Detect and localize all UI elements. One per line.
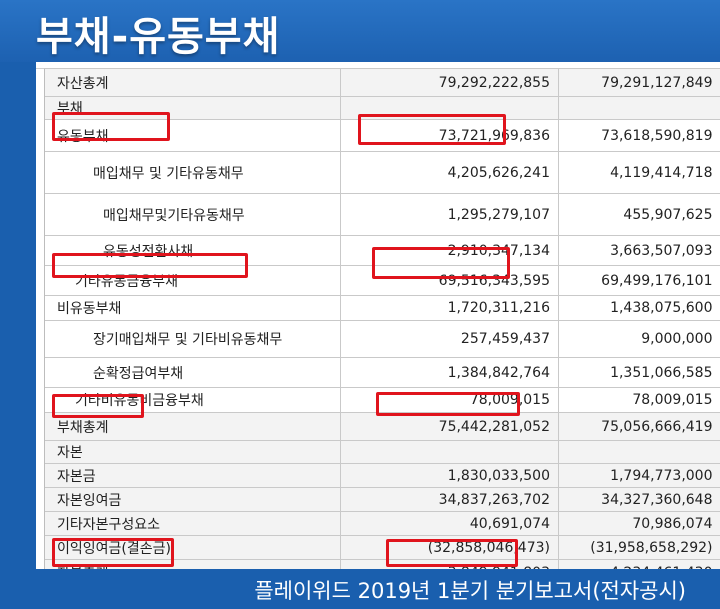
table-row: 이익잉여금(결손금) (32,858,046,473) (31,958,658,29…: [44, 535, 720, 560]
row-label: 기타자본구성요소: [44, 511, 341, 536]
prior-period-value: 34,327,360,648: [558, 487, 720, 512]
prior-period-value: 1,438,075,600: [558, 295, 720, 321]
prior-period-value: 1,794,773,000: [558, 463, 720, 488]
current-period-value: 78,009,015: [340, 387, 559, 413]
current-period-value: 34,837,263,702: [340, 487, 559, 512]
prior-period-value: 4,234,461,430: [558, 559, 720, 569]
table-row: 기타유동금융부채 69,516,343,595 69,499,176,101: [44, 265, 720, 296]
row-label: 순확정급여부채: [44, 357, 341, 388]
prior-period-value: 73,618,590,819: [558, 119, 720, 152]
caption-text: 플레이위드 2019년 1분기 분기보고서(전자공시): [254, 579, 686, 603]
table-row: 자본총계3,849,941,8034,234,461,430: [44, 559, 720, 569]
table-row: 장기매입채무 및 기타비유동채무 257,459,437 9,000,000: [44, 320, 720, 358]
table-row: 자본: [44, 440, 720, 464]
title-banner: 부채-유동부채: [0, 0, 720, 62]
prior-period-value: 3,663,507,093: [558, 235, 720, 266]
current-period-value: 73,721,969,836: [340, 119, 559, 152]
current-period-value: (32,858,046,473): [340, 535, 559, 560]
current-period-value: [340, 96, 559, 120]
table-row: 매입채무및기타유동채무 1,295,279,107 455,907,625: [44, 193, 720, 236]
page-title: 부채-유동부채: [36, 14, 281, 60]
row-label: 유동성전환사채: [44, 235, 341, 266]
row-label: 기타유동금융부채: [44, 265, 341, 296]
prior-period-value: 4,119,414,718: [558, 151, 720, 194]
row-label: 자본금: [44, 463, 341, 488]
prior-period-value: 75,056,666,419: [558, 412, 720, 441]
current-period-value: 1,295,279,107: [340, 193, 559, 236]
current-period-value: 75,442,281,052: [340, 412, 559, 441]
current-period-value: 257,459,437: [340, 320, 559, 358]
current-period-value: 69,516,343,595: [340, 265, 559, 296]
table-row: 유동성전환사채 2,910,347,134 3,663,507,093: [44, 235, 720, 266]
row-label: 자산총계: [44, 68, 341, 97]
row-label: 자본잉여금: [44, 487, 341, 512]
table-row: 매입채무 및 기타유동채무 4,205,626,241 4,119,414,718: [44, 151, 720, 194]
current-period-value: 2,910,347,134: [340, 235, 559, 266]
table-row: 부채: [44, 96, 720, 120]
prior-period-value: [558, 440, 720, 464]
table-row: 부채총계 75,442,281,052 75,056,666,419: [44, 412, 720, 441]
prior-period-value: 455,907,625: [558, 193, 720, 236]
row-label: 이익잉여금(결손금): [44, 535, 341, 560]
prior-period-value: 78,009,015: [558, 387, 720, 413]
row-label: 장기매입채무 및 기타비유동채무: [44, 320, 341, 358]
current-period-value: 79,292,222,855: [340, 68, 559, 97]
prior-period-value: 70,986,074: [558, 511, 720, 536]
current-period-value: 1,830,033,500: [340, 463, 559, 488]
row-label: 비유동부채: [44, 295, 341, 321]
prior-period-value: 79,291,127,849: [558, 68, 720, 97]
row-label: 유동부채: [44, 119, 341, 152]
row-label: 매입채무및기타유동채무: [44, 193, 341, 236]
row-label: 자본: [44, 440, 341, 464]
table-row: 기타자본구성요소 40,691,074 70,986,074: [44, 511, 720, 536]
prior-period-value: (31,958,658,292): [558, 535, 720, 560]
prior-period-value: 9,000,000: [558, 320, 720, 358]
source-caption: 플레이위드 2019년 1분기 분기보고서(전자공시): [0, 569, 720, 609]
balance-sheet-table: 자산총계 79,292,222,855 79,291,127,849 부채 유동부채 73…: [44, 68, 720, 569]
row-label: 부채총계: [44, 412, 341, 441]
table-row: 자본잉여금 34,837,263,702 34,327,360,648: [44, 487, 720, 512]
prior-period-value: 1,351,066,585: [558, 357, 720, 388]
table-row: 자산총계 79,292,222,855 79,291,127,849: [44, 68, 720, 97]
table-row: 순확정급여부채 1,384,842,764 1,351,066,585: [44, 357, 720, 388]
table-row: 기타비유동비금융부채 78,009,015 78,009,015: [44, 387, 720, 413]
current-period-value: 1,384,842,764: [340, 357, 559, 388]
row-label: 기타비유동비금융부채: [44, 387, 341, 413]
row-label: 매입채무 및 기타유동채무: [44, 151, 341, 194]
current-period-value: 40,691,074: [340, 511, 559, 536]
current-period-value: [340, 440, 559, 464]
table-row: 자본금 1,830,033,500 1,794,773,000: [44, 463, 720, 488]
prior-period-value: [558, 96, 720, 120]
table-row: 비유동부채 1,720,311,216 1,438,075,600: [44, 295, 720, 321]
current-period-value: 4,205,626,241: [340, 151, 559, 194]
financial-statement: 자산총계 79,292,222,855 79,291,127,849 부채 유동부채 73…: [36, 62, 720, 569]
current-period-value: 1,720,311,216: [340, 295, 559, 321]
row-label: 자본총계: [44, 559, 341, 569]
table-row: 유동부채 73,721,969,836 73,618,590,819: [44, 119, 720, 152]
prior-period-value: 69,499,176,101: [558, 265, 720, 296]
current-period-value: 3,849,941,803: [340, 559, 559, 569]
row-label: 부채: [44, 96, 341, 120]
